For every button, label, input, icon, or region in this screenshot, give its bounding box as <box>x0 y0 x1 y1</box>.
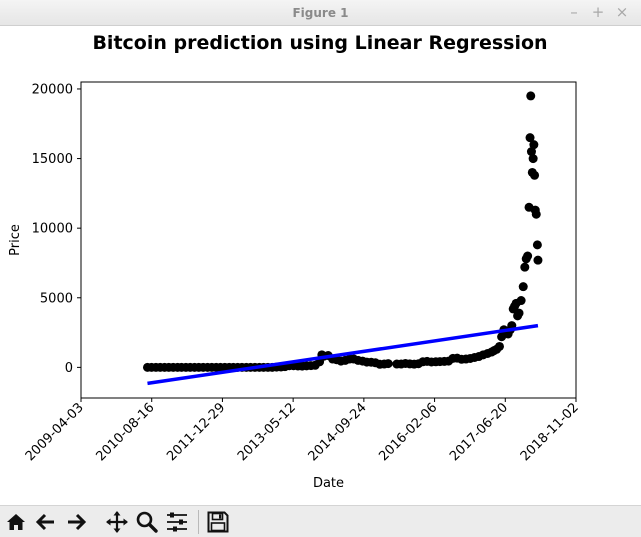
data-point <box>526 91 536 101</box>
regression-line <box>147 323 539 386</box>
y-tick-label: 10000 <box>32 222 73 237</box>
y-tick-label: 15000 <box>32 152 73 167</box>
data-point <box>523 251 533 261</box>
home-icon <box>7 514 25 530</box>
zoom-icon <box>136 511 158 533</box>
x-tick-label: 2010-08-16 <box>94 400 158 464</box>
data-point <box>525 133 535 143</box>
zoom-button[interactable] <box>134 509 160 535</box>
x-tick-label: 2016-02-06 <box>376 400 440 464</box>
back-button[interactable] <box>33 509 59 535</box>
chart-figure: Bitcoin prediction using Linear Regressi… <box>8 32 582 491</box>
data-point <box>533 255 543 265</box>
close-button[interactable]: × <box>615 3 629 21</box>
data-point <box>530 170 540 180</box>
home-button[interactable] <box>3 509 29 535</box>
configure-subplots-icon <box>167 512 187 532</box>
x-tick-label: 2011-12-29 <box>164 400 228 464</box>
y-tick-label: 20000 <box>32 82 73 97</box>
forward-button[interactable] <box>63 509 89 535</box>
x-tick-label: 2017-06-20 <box>447 400 511 464</box>
save-button[interactable] <box>205 509 231 535</box>
chart-title: Bitcoin prediction using Linear Regressi… <box>92 32 547 54</box>
data-point <box>529 140 539 150</box>
configure-subplots-button[interactable] <box>164 509 190 535</box>
window-title: Figure 1 <box>292 6 349 20</box>
forward-icon <box>68 513 87 531</box>
x-tick-label: 2014-09-24 <box>306 400 370 464</box>
data-point <box>520 262 530 272</box>
data-point <box>494 341 504 351</box>
minimize-button[interactable]: – <box>570 3 578 21</box>
pan-icon <box>106 511 128 533</box>
back-icon <box>35 513 54 531</box>
data-point <box>383 359 393 369</box>
y-tick-label: 5000 <box>40 291 73 306</box>
data-point <box>514 308 524 318</box>
x-axis-label: Date <box>313 476 344 491</box>
pan-button[interactable] <box>104 509 130 535</box>
y-tick-label: 0 <box>65 361 73 376</box>
save-icon <box>207 511 229 533</box>
toolbar-separator <box>198 510 199 534</box>
data-point <box>532 240 542 250</box>
data-point <box>528 154 538 164</box>
data-point <box>526 147 536 157</box>
data-point <box>518 282 528 292</box>
x-tick-label: 2018-11-02 <box>518 400 582 464</box>
data-point <box>531 209 541 219</box>
navigation-toolbar <box>0 505 641 537</box>
plot-frame <box>80 81 577 399</box>
maximize-button[interactable]: + <box>591 3 605 21</box>
x-tick-label: 2013-05-12 <box>235 400 299 464</box>
data-point <box>516 296 526 306</box>
window-titlebar: Figure 1 – + × <box>0 0 641 26</box>
y-axis-label: Price <box>8 224 23 256</box>
x-tick-label: 2009-04-03 <box>23 400 87 464</box>
